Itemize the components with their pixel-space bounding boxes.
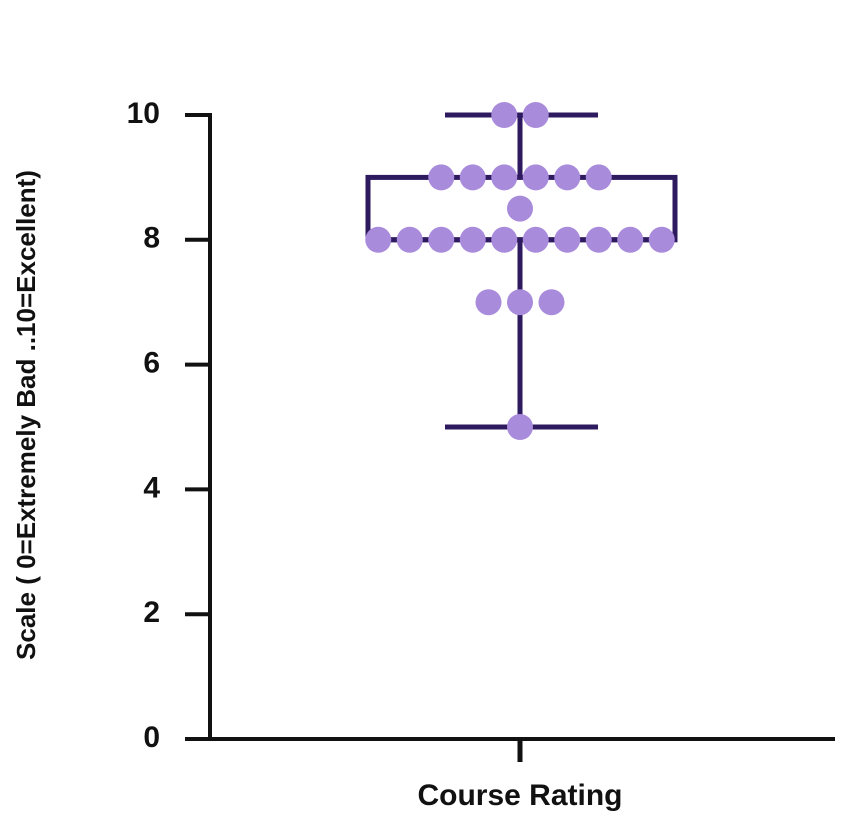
data-point	[428, 164, 455, 191]
y-tick-label: 4	[143, 471, 160, 504]
data-point	[648, 226, 675, 253]
y-tick-label: 2	[143, 596, 160, 629]
data-point	[507, 195, 533, 222]
y-tick-label: 0	[143, 721, 160, 754]
data-point	[522, 226, 549, 253]
data-point	[491, 164, 518, 191]
data-point	[428, 226, 455, 253]
data-point	[522, 164, 549, 191]
data-point	[585, 226, 612, 253]
data-point	[522, 102, 549, 128]
x-tick-label: Course Rating	[417, 779, 622, 812]
y-tick-label: 10	[127, 97, 160, 130]
data-point	[459, 226, 486, 253]
data-point	[538, 289, 565, 316]
y-tick-label: 8	[143, 222, 160, 255]
data-point	[554, 226, 581, 253]
data-point	[396, 226, 423, 253]
data-point	[491, 226, 518, 253]
data-point	[554, 164, 581, 191]
data-point	[475, 289, 502, 316]
data-point	[585, 164, 612, 191]
y-tick-label: 6	[143, 347, 160, 380]
data-point	[507, 289, 533, 316]
data-point	[459, 164, 486, 191]
y-axis-label: Scale ( 0=Extremely Bad ..10=Excellent)	[11, 170, 41, 660]
data-point	[365, 226, 392, 253]
data-point	[507, 414, 533, 440]
data-point	[491, 102, 518, 128]
data-point	[617, 226, 644, 253]
